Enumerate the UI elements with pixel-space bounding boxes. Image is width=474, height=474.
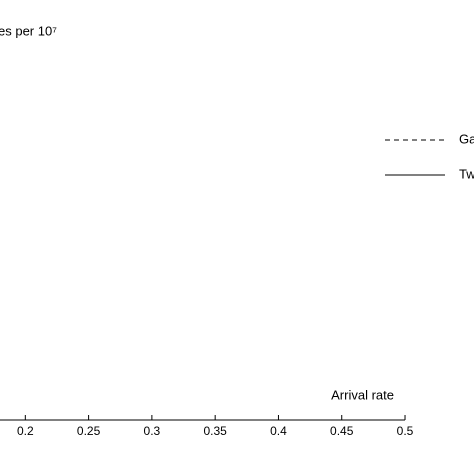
x-axis-label: Arrival rate [331,387,394,402]
y-axis-label: es per 10⁷ [0,23,57,38]
x-tick-label: 0.25 [77,424,101,438]
x-tick-label: 0.3 [144,424,161,438]
x-tick-label: 0.35 [203,424,227,438]
x-tick-label: 0.5 [397,424,414,438]
legend-label: Ga [459,131,474,146]
x-tick-label: 0.4 [270,424,287,438]
x-tick-label: 0.2 [17,424,34,438]
x-tick-label: 0.45 [330,424,354,438]
legend-label: Tw [459,166,474,181]
